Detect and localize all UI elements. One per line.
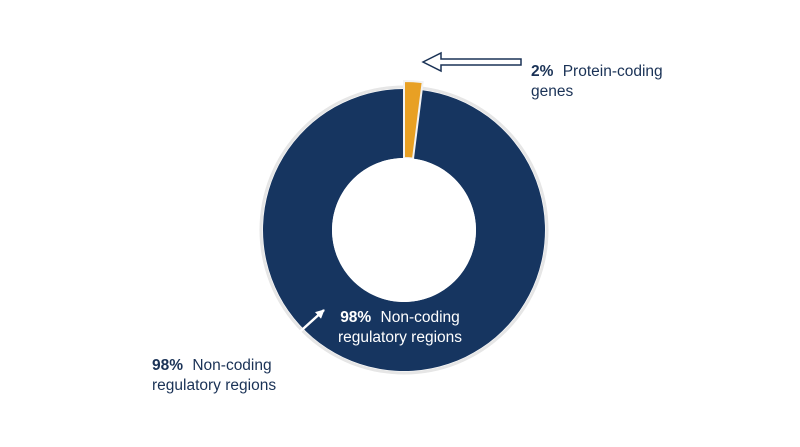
svg-text:98% Non-coding: 98% Non-coding (152, 357, 272, 374)
non-coding-callout-line-2: regulatory regions (152, 377, 276, 394)
svg-text:98% Non-coding: 98% Non-coding (340, 309, 460, 326)
protein-coding-arrow (421, 51, 522, 73)
non-coding-callout-line-1: Non-coding (192, 357, 271, 374)
protein-coding-label-line-2: genes (531, 83, 573, 100)
donut-hole (332, 158, 476, 302)
protein-coding-percent: 2% (531, 63, 554, 80)
non-coding-arrow (272, 309, 325, 357)
non-coding-callout-label: 98% Non-coding regulatory regions (152, 357, 276, 394)
svg-text:2% Protein-coding: 2% Protein-coding (531, 63, 663, 80)
protein-coding-label-line-1: Protein-coding (563, 63, 663, 80)
non-coding-inner-label-line-2: regulatory regions (338, 329, 462, 346)
slice-0 (263, 89, 546, 371)
non-coding-inner-percent: 98% (340, 309, 371, 326)
non-coding-inner-label-line-1: Non-coding (381, 309, 460, 326)
non-coding-inner-label: 98% Non-coding regulatory regions (338, 309, 462, 346)
protein-coding-label: 2% Protein-coding genes (531, 63, 663, 100)
non-coding-callout-percent: 98% (152, 357, 183, 374)
